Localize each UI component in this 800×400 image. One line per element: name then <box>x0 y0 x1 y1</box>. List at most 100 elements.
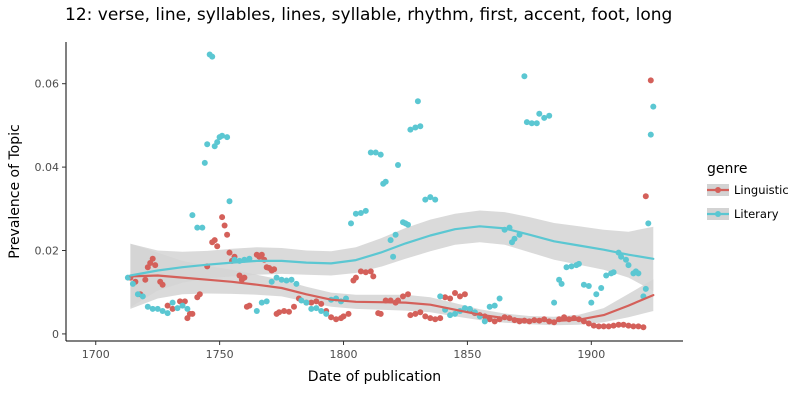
data-point-literary <box>647 131 654 138</box>
data-point-linguistic <box>457 293 463 300</box>
data-point-literary <box>372 149 379 156</box>
legend-key-point <box>715 187 721 193</box>
legend-label: Linguistic <box>734 183 789 197</box>
data-point-linguistic <box>491 318 498 325</box>
x-tick-label: 1750 <box>206 348 234 361</box>
data-point-linguistic <box>340 313 347 320</box>
data-point-literary <box>452 310 458 317</box>
data-point-literary <box>362 207 369 214</box>
data-point-literary <box>412 124 419 131</box>
data-point-linguistic <box>281 308 288 314</box>
data-point-literary <box>298 297 305 304</box>
data-point-literary <box>258 299 265 306</box>
data-point-linguistic <box>221 222 228 229</box>
data-point-literary <box>209 53 216 60</box>
confidence-band-linguistic <box>130 243 654 326</box>
data-point-literary <box>134 291 141 298</box>
y-tick-label: 0.02 <box>35 245 60 258</box>
data-point-linguistic <box>152 262 159 269</box>
data-point-linguistic <box>196 291 203 298</box>
data-point-literary <box>323 310 330 317</box>
data-point-literary <box>184 305 191 312</box>
data-point-linguistic <box>405 291 411 298</box>
data-point-literary <box>390 253 397 260</box>
data-point-literary <box>585 283 592 289</box>
smooth-lines <box>129 225 655 323</box>
data-point-linguistic <box>486 316 493 323</box>
data-point-literary <box>278 276 285 283</box>
data-point-linguistic <box>276 309 283 316</box>
data-point-linguistic <box>333 316 340 323</box>
data-point-literary <box>603 272 610 279</box>
data-point-literary <box>491 302 498 309</box>
data-point-literary <box>199 224 206 231</box>
x-tick-label: 1700 <box>82 348 110 361</box>
x-tick-label: 1900 <box>577 348 605 361</box>
data-point-literary <box>303 299 310 306</box>
data-point-literary <box>231 256 238 263</box>
data-point-literary <box>357 210 364 216</box>
data-point-literary <box>159 308 166 314</box>
data-point-linguistic <box>407 312 414 319</box>
data-point-linguistic <box>561 314 568 321</box>
data-point-literary <box>395 162 401 168</box>
data-point-literary <box>598 285 605 291</box>
data-point-literary <box>511 235 518 242</box>
data-point-literary <box>486 303 493 310</box>
legend: genre Linguistic Literary <box>707 161 789 221</box>
data-point-literary <box>129 280 136 287</box>
data-point-literary <box>580 281 587 288</box>
data-point-linguistic <box>308 299 315 306</box>
data-point-literary <box>164 310 171 317</box>
data-point-literary <box>273 274 280 281</box>
data-point-literary <box>308 305 315 312</box>
smooth-line-linguistic <box>129 274 655 323</box>
data-point-literary <box>392 231 399 238</box>
data-point-literary <box>551 299 558 306</box>
data-point-linguistic <box>345 310 352 317</box>
data-point-literary <box>226 198 233 205</box>
data-point-literary <box>194 224 201 231</box>
data-point-linguistic <box>246 302 253 309</box>
data-point-literary <box>414 98 421 105</box>
data-point-linguistic <box>142 276 149 283</box>
data-point-linguistic <box>585 320 592 327</box>
data-point-linguistic <box>432 316 439 323</box>
data-point-linguistic <box>352 274 359 281</box>
y-tick-label: 0.04 <box>35 161 60 174</box>
data-point-linguistic <box>605 323 612 330</box>
data-point-literary <box>144 303 151 310</box>
data-point-literary <box>367 149 374 156</box>
data-point-linguistic <box>149 255 156 262</box>
x-tick-label: 1850 <box>453 348 481 361</box>
data-point-literary <box>189 212 196 219</box>
data-point-literary <box>219 132 226 139</box>
data-point-literary <box>149 305 156 312</box>
data-point-linguistic <box>189 310 196 317</box>
data-point-linguistic <box>610 322 617 329</box>
data-point-literary <box>588 299 595 306</box>
legend-title: genre <box>707 161 747 177</box>
data-point-linguistic <box>437 315 444 322</box>
data-point-linguistic <box>427 315 434 322</box>
data-point-linguistic <box>241 274 248 281</box>
axes <box>65 42 683 342</box>
data-point-linguistic <box>370 273 377 280</box>
data-point-literary <box>558 280 565 287</box>
legend-label: Literary <box>734 207 779 221</box>
data-point-literary <box>377 151 384 158</box>
data-point-literary <box>382 178 389 185</box>
x-ticks: 1700 1750 1800 1850 1900 <box>82 341 605 361</box>
data-point-literary <box>179 302 186 309</box>
data-point-linguistic <box>647 77 654 84</box>
data-point-literary <box>293 280 300 287</box>
data-point-linguistic <box>291 303 297 310</box>
data-point-literary <box>417 123 424 130</box>
data-point-linguistic <box>595 323 602 330</box>
data-point-literary <box>154 305 161 312</box>
data-point-linguistic <box>226 249 233 256</box>
data-point-linguistic <box>400 293 406 300</box>
data-point-literary <box>650 103 657 110</box>
data-point-linguistic <box>169 305 176 312</box>
